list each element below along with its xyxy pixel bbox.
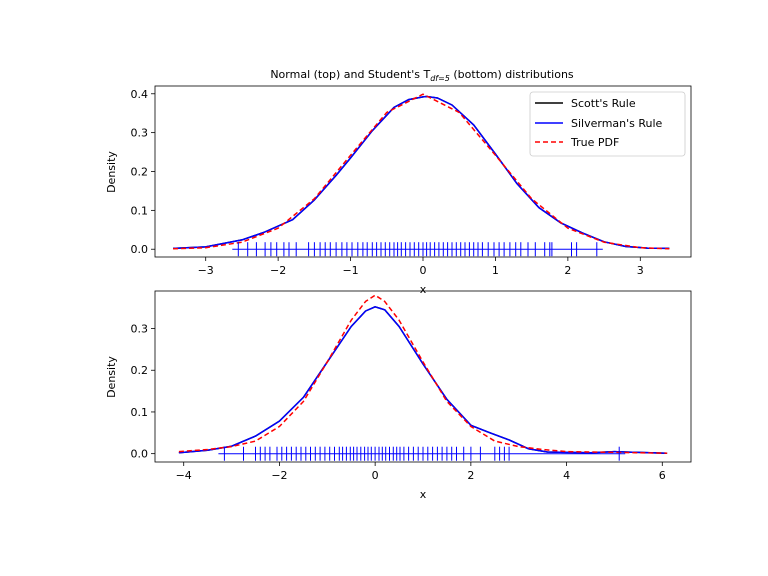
legend: Scott's Rule Silverman's Rule True PDF: [529, 91, 686, 157]
legend-label-silverman: Silverman's Rule: [571, 117, 663, 130]
bottom-plot-frame: [154, 290, 692, 463]
bottom-plot-curves: [178, 294, 668, 454]
bottom-x-tick-label: −2: [271, 469, 287, 482]
bottom-x-axis-label: x: [420, 488, 427, 501]
top-y-axis-label: Density: [105, 151, 118, 193]
legend-box: [529, 91, 686, 157]
bottom-y-ticks: 0.0 0.1 0.2 0.3: [131, 323, 155, 461]
bottom-y-tick-label: 0.2: [131, 364, 149, 377]
top-y-tick-label: 0.3: [131, 127, 149, 140]
top-x-tick-label: 3: [637, 264, 644, 277]
top-chart-title: Normal (top) and Student's Tdf=5 (bottom…: [270, 68, 574, 83]
top-x-axis-label: x: [420, 283, 427, 296]
bottom-x-tick-label: −4: [176, 469, 192, 482]
top-x-tick-label: 1: [492, 264, 499, 277]
top-x-tick-label: 2: [564, 264, 571, 277]
bottom-x-tick-label: 0: [372, 469, 379, 482]
top-x-tick-label: −1: [342, 264, 358, 277]
legend-label-scott: Scott's Rule: [571, 97, 636, 110]
bottom-series-true-pdf: [178, 294, 668, 454]
top-y-ticks: 0.0 0.1 0.2 0.3 0.4: [131, 88, 155, 256]
bottom-y-tick-label: 0.0: [131, 448, 149, 461]
top-y-tick-label: 0.1: [131, 204, 149, 217]
bottom-y-tick-label: 0.1: [131, 406, 149, 419]
bottom-x-ticks: −4 −2 0 2 4 6: [176, 462, 666, 482]
top-plot-rug: [232, 242, 603, 257]
bottom-plot: −4 −2 0 2 4 6 0.0 0.1 0.2 0.3 x Density: [105, 290, 692, 501]
top-x-tick-label: −2: [270, 264, 286, 277]
bottom-x-tick-label: 2: [467, 469, 474, 482]
top-x-tick-label: −3: [198, 264, 214, 277]
bottom-x-tick-label: 4: [563, 469, 570, 482]
bottom-plot-rug: [218, 446, 626, 461]
top-plot-curves: [173, 93, 670, 250]
title-main: Normal (top) and Student's T: [270, 68, 430, 81]
bottom-y-tick-label: 0.3: [131, 323, 149, 336]
bottom-y-axis-label: Density: [105, 356, 118, 398]
bottom-series-silverman-s-rule: [178, 306, 668, 454]
legend-label-true-pdf: True PDF: [570, 136, 619, 149]
top-x-ticks: −3 −2 −1 0 1 2 3: [198, 257, 644, 277]
top-y-tick-label: 0.2: [131, 166, 149, 179]
top-y-tick-label: 0.0: [131, 243, 149, 256]
title-subscript: df=5: [430, 74, 450, 83]
top-plot: −3 −2 −1 0 1 2 3 0.0 0.1 0.2 0.3 0.4 x Density Sco…: [105, 85, 692, 296]
bottom-x-tick-label: 6: [659, 469, 666, 482]
top-series-true-pdf: [173, 93, 670, 250]
top-y-tick-label: 0.4: [131, 88, 149, 101]
top-x-tick-label: 0: [420, 264, 427, 277]
title-tail: (bottom) distributions: [450, 68, 574, 81]
